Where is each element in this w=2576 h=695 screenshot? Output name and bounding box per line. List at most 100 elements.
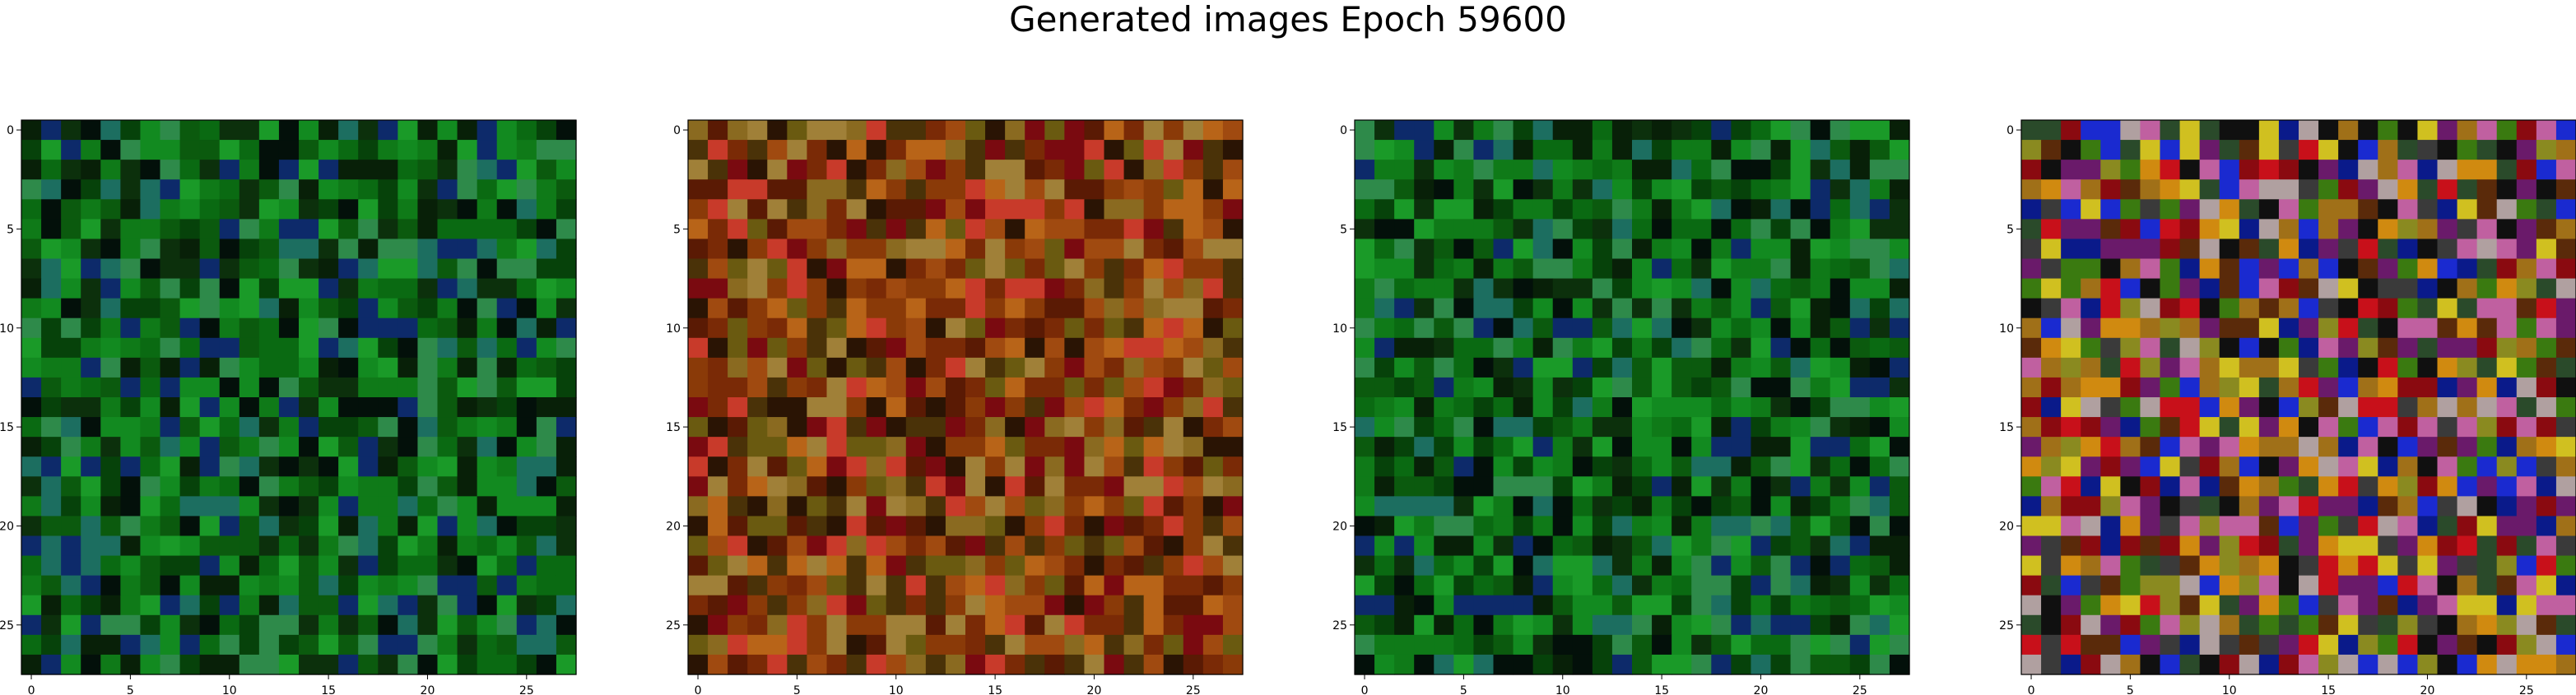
pixel-cell xyxy=(2140,219,2161,240)
pixel-cell xyxy=(1064,317,1086,339)
pixel-cell xyxy=(338,595,359,616)
pixel-cell xyxy=(2299,239,2319,260)
pixel-cell xyxy=(1202,397,1224,418)
pixel-cell xyxy=(239,179,260,200)
pixel-cell xyxy=(1414,258,1434,280)
pixel-cell xyxy=(1123,219,1145,240)
pixel-cell xyxy=(1143,357,1165,378)
pixel-cell xyxy=(1572,120,1593,141)
pixel-cell xyxy=(358,120,379,141)
pixel-cell xyxy=(2120,614,2141,636)
pixel-cell xyxy=(61,535,81,557)
pixel-cell xyxy=(1572,140,1593,160)
pixel-cell xyxy=(1143,614,1165,636)
pixel-cell xyxy=(1064,377,1086,398)
pixel-cell xyxy=(1143,555,1165,577)
pixel-cell xyxy=(1731,575,1752,596)
pixel-cell xyxy=(1044,654,1065,675)
pixel-cell xyxy=(2516,535,2537,557)
pixel-cell xyxy=(2021,258,2042,280)
pixel-cell xyxy=(2120,397,2141,418)
pixel-cell xyxy=(1592,595,1613,616)
pixel-cell xyxy=(2219,337,2240,359)
pixel-cell xyxy=(728,258,748,280)
pixel-cell xyxy=(1532,555,1554,577)
pixel-cell xyxy=(1414,357,1434,378)
pixel-cell xyxy=(2378,140,2398,160)
pixel-cell xyxy=(1611,258,1633,280)
pixel-cell xyxy=(1434,258,1454,280)
pixel-cell xyxy=(199,298,221,319)
pixel-cell xyxy=(787,437,808,457)
pixel-cell xyxy=(728,120,748,141)
pixel-cell xyxy=(160,496,181,517)
pixel-cell xyxy=(1672,614,1692,636)
pixel-cell xyxy=(219,317,240,339)
pixel-cell xyxy=(1532,199,1554,220)
pixel-cell xyxy=(496,456,518,477)
pixel-cell xyxy=(1453,535,1475,557)
pixel-cell xyxy=(219,634,240,656)
pixel-cell xyxy=(100,357,121,378)
pixel-cell xyxy=(807,377,828,398)
pixel-cell xyxy=(1810,219,1831,240)
pixel-cell xyxy=(477,199,498,220)
pixel-cell xyxy=(2417,278,2439,299)
pixel-cell xyxy=(61,258,81,280)
pixel-cell xyxy=(2199,516,2220,537)
pixel-cell xyxy=(1731,317,1752,339)
pixel-cell xyxy=(2496,160,2518,180)
pixel-cell xyxy=(2140,634,2161,656)
pixel-cell xyxy=(945,555,966,577)
pixel-cell xyxy=(179,516,201,537)
pixel-cell xyxy=(2397,140,2419,160)
pixel-cell xyxy=(1104,555,1125,577)
pixel-cell xyxy=(1889,377,1910,398)
pixel-cell xyxy=(258,595,280,616)
pixel-cell xyxy=(2536,476,2557,497)
pixel-cell xyxy=(120,397,142,418)
pixel-cell xyxy=(1830,496,1851,517)
pixel-cell xyxy=(219,654,240,675)
pixel-cell xyxy=(866,595,887,616)
y-tick-label: 10 xyxy=(666,322,681,336)
pixel-cell xyxy=(556,516,577,537)
pixel-cell xyxy=(2021,476,2042,497)
pixel-cell xyxy=(1025,437,1045,457)
pixel-cell xyxy=(457,476,478,497)
pixel-cell xyxy=(886,496,907,517)
pixel-cell xyxy=(2476,397,2498,418)
pixel-cell xyxy=(457,160,478,180)
pixel-cell xyxy=(1611,417,1633,438)
pixel-cell xyxy=(1731,555,1752,577)
pixel-cell xyxy=(1770,140,1792,160)
pixel-cell xyxy=(1355,199,1375,220)
pixel-cell xyxy=(1810,456,1831,477)
pixel-cell xyxy=(1869,397,1890,418)
pixel-cell xyxy=(1005,614,1025,636)
pixel-cell xyxy=(1770,555,1792,577)
pixel-cell xyxy=(1005,278,1025,299)
pixel-cell xyxy=(278,219,300,240)
pixel-cell xyxy=(1869,437,1890,457)
pixel-cell xyxy=(1143,634,1165,656)
pixel-cell xyxy=(2140,476,2161,497)
pixel-cell xyxy=(1005,535,1025,557)
pixel-cell xyxy=(258,417,280,438)
pixel-cell xyxy=(556,179,577,200)
pixel-cell xyxy=(1355,298,1375,319)
pixel-cell xyxy=(925,397,946,418)
pixel-cell xyxy=(1434,140,1454,160)
pixel-cell xyxy=(1790,160,1811,180)
pixel-cell xyxy=(1810,317,1831,339)
pixel-cell xyxy=(1394,219,1415,240)
pixel-cell xyxy=(1202,634,1224,656)
pixel-cell xyxy=(1652,357,1672,378)
pixel-cell xyxy=(2041,476,2062,497)
pixel-cell xyxy=(2239,595,2260,616)
pixel-cell xyxy=(2536,120,2557,141)
pixel-cell xyxy=(437,120,458,141)
pixel-cell xyxy=(2258,654,2280,675)
pixel-cell xyxy=(1394,456,1415,477)
pixel-cell xyxy=(299,298,319,319)
